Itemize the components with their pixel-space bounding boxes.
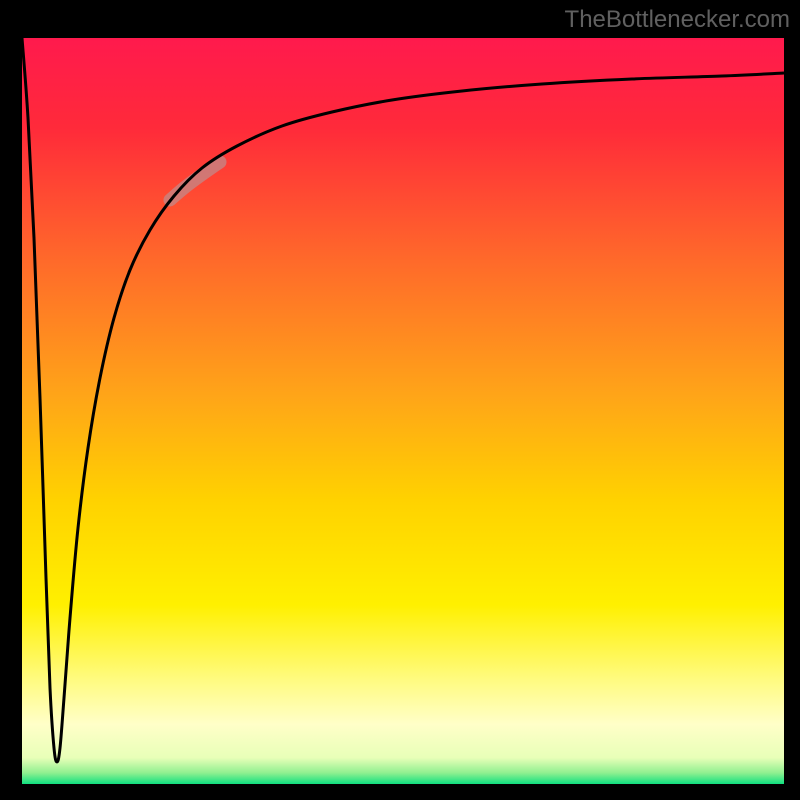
plot-area	[22, 38, 784, 784]
highlight-segment	[170, 162, 220, 200]
curve-layer	[22, 38, 784, 784]
bottleneck-curve	[22, 38, 784, 762]
watermark-text: TheBottlenecker.com	[565, 6, 790, 34]
chart-frame: TheBottlenecker.com	[0, 0, 800, 800]
